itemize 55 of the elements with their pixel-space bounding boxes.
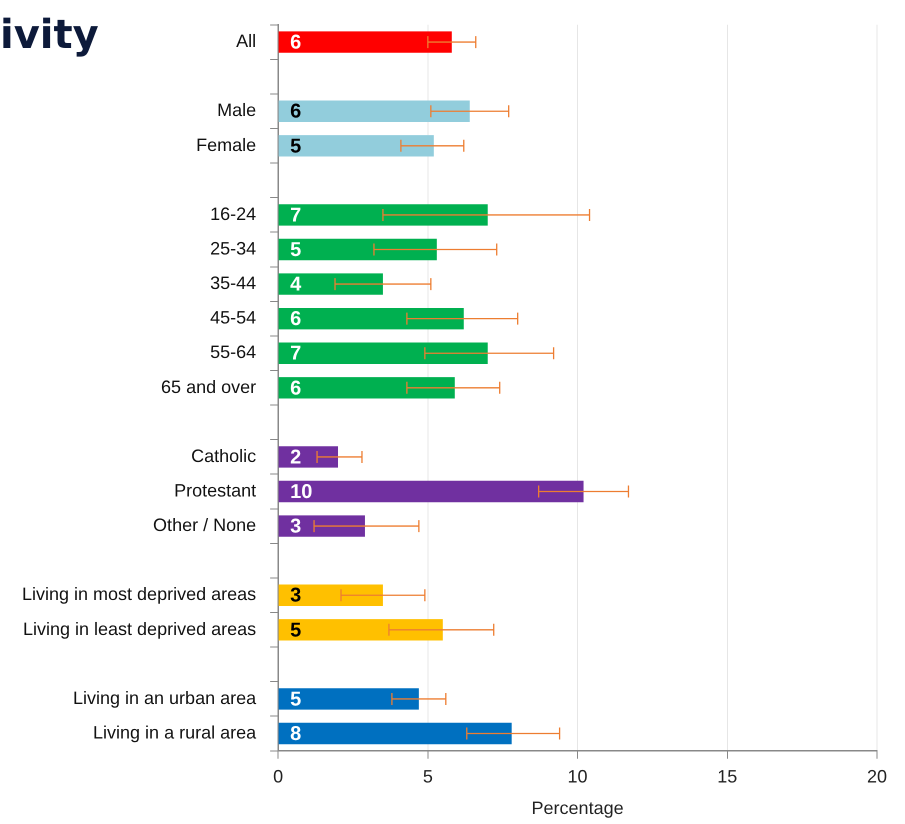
bar — [278, 238, 437, 260]
data-label: 7 — [290, 204, 302, 226]
y-tick-label: 65 and over — [161, 376, 256, 397]
data-label: 6 — [290, 32, 302, 54]
data-label: 6 — [290, 377, 302, 400]
bar — [278, 619, 443, 641]
data-label: 3 — [290, 516, 302, 538]
y-tick-label: Other / None — [153, 515, 256, 536]
y-tick-label: Living in a rural area — [93, 722, 258, 742]
y-tick-label: Male — [217, 100, 256, 120]
y-tick-label: Protestant — [174, 480, 256, 500]
y-tick-label: Living in most deprived areas — [22, 584, 256, 604]
bar — [278, 515, 365, 537]
bar — [278, 308, 464, 330]
data-label: 5 — [290, 239, 302, 262]
y-tick-label: Living in least deprived areas — [22, 618, 256, 639]
y-tick-label: 25-34 — [210, 238, 256, 258]
data-label: 4 — [290, 274, 302, 296]
bar — [278, 480, 584, 502]
x-tick-label: 15 — [717, 766, 738, 787]
bar — [278, 584, 383, 606]
bar — [278, 135, 434, 157]
bar — [278, 31, 452, 53]
data-label: 5 — [290, 619, 302, 642]
data-label: 8 — [290, 723, 302, 746]
bar — [278, 377, 455, 399]
data-label: 5 — [290, 688, 302, 710]
data-label: 10 — [290, 481, 312, 504]
y-tick-label: All — [236, 31, 256, 52]
data-label: 3 — [290, 584, 302, 607]
data-label: 6 — [290, 308, 302, 330]
y-tick-label: Living in an urban area — [72, 688, 258, 708]
x-tick-label: 10 — [568, 766, 588, 787]
y-tick-label: 16-24 — [210, 204, 256, 224]
data-label: 7 — [290, 342, 302, 365]
data-label: 6 — [290, 100, 302, 123]
bar — [278, 273, 383, 295]
y-tick-label: 55-64 — [210, 342, 256, 362]
y-tick-label: 45-54 — [210, 308, 256, 328]
bar — [278, 204, 488, 226]
data-label: 5 — [290, 135, 302, 158]
bar — [278, 100, 470, 122]
bar — [278, 688, 419, 710]
bar — [278, 722, 512, 744]
y-tick-label: Catholic — [191, 446, 256, 466]
x-tick-label: 20 — [866, 766, 888, 787]
chart-title: ivity — [0, 12, 99, 58]
bar — [278, 446, 338, 468]
x-tick-label: 0 — [273, 766, 284, 787]
bar — [278, 342, 488, 364]
y-tick-label: Female — [196, 134, 256, 155]
x-axis-title: Percentage — [532, 798, 624, 818]
y-tick-label: 35-44 — [210, 273, 256, 294]
data-label: 2 — [290, 446, 302, 468]
x-tick-label: 5 — [422, 766, 433, 787]
